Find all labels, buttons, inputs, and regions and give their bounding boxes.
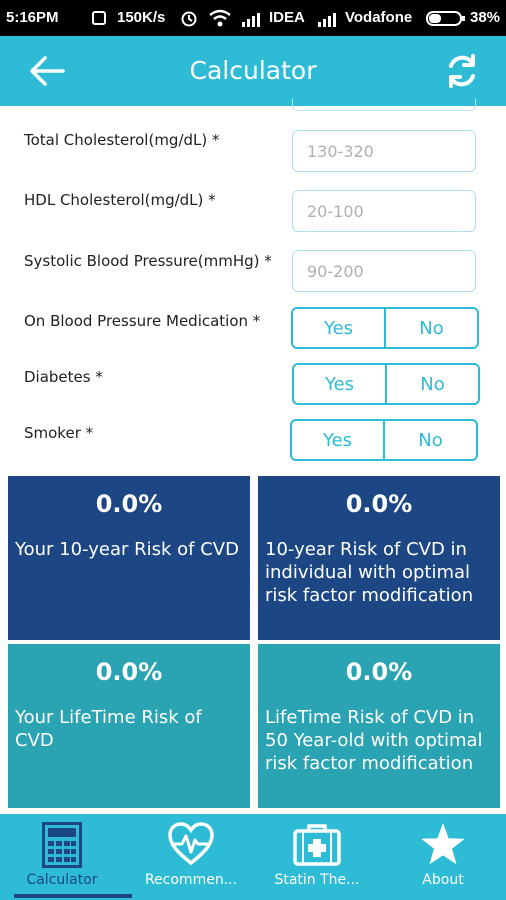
- bp-medication-yes-button[interactable]: Yes: [323, 317, 354, 339]
- status-carrier-1: IDEA: [269, 9, 305, 26]
- result-description: Your LifeTime Risk of CVD: [15, 707, 202, 751]
- battery-icon: [426, 11, 466, 30]
- diabetes-no-button[interactable]: No: [385, 365, 478, 403]
- smoker-yes-button[interactable]: Yes: [322, 429, 353, 451]
- diabetes-toggle: Yes No: [292, 363, 480, 405]
- diabetes-label: Diabetes *: [24, 368, 103, 386]
- result-value: 0.0%: [95, 658, 163, 686]
- systolic-bp-label: Systolic Blood Pressure(mmHg) *: [24, 252, 272, 270]
- status-bar: 5:16PM 150K/s IDEA Vodafone 38%: [0, 0, 506, 36]
- active-tab-indicator: [14, 894, 132, 898]
- star-icon: [421, 823, 465, 865]
- smoker-label: Smoker *: [24, 424, 94, 442]
- status-carrier-2: Vodafone: [345, 9, 413, 26]
- nav-label: Recommen...: [144, 872, 238, 888]
- bp-medication-toggle: Yes No: [291, 307, 479, 349]
- result-tile-lifetime-optimal: 0.0% LifeTime Risk of CVD in 50 Year-old…: [258, 644, 500, 808]
- status-time: 5:16PM: [6, 9, 59, 26]
- nav-item-about[interactable]: About: [388, 814, 498, 900]
- result-value: 0.0%: [345, 658, 413, 686]
- calculator-icon: [42, 822, 82, 868]
- systolic-bp-input[interactable]: [292, 250, 476, 292]
- hdl-cholesterol-label: HDL Cholesterol(mg/dL) *: [24, 191, 216, 209]
- wifi-icon: [208, 9, 232, 31]
- result-tile-lifetime-risk: 0.0% Your LifeTime Risk of CVD: [8, 644, 250, 808]
- bottom-navigation: Calculator Recommen... Statin The... Abo…: [0, 814, 506, 900]
- result-value: 0.0%: [345, 490, 413, 518]
- heart-pulse-icon: [168, 822, 214, 866]
- result-tile-10yr-risk: 0.0% Your 10-year Risk of CVD: [8, 476, 250, 640]
- bp-medication-no-button[interactable]: No: [384, 309, 477, 347]
- total-cholesterol-label: Total Cholesterol(mg/dL) *: [24, 131, 220, 149]
- nav-item-recommendations[interactable]: Recommen...: [136, 814, 246, 900]
- medical-kit-icon: [293, 824, 341, 866]
- smoker-toggle: Yes No: [290, 419, 478, 461]
- partial-input-field[interactable]: [292, 99, 476, 111]
- signal-icon: [318, 11, 340, 31]
- bp-medication-label: On Blood Pressure Medication *: [24, 312, 261, 330]
- hdl-cholesterol-input[interactable]: [292, 190, 476, 232]
- nav-item-calculator[interactable]: Calculator: [0, 814, 124, 900]
- status-speed: 150K/s: [117, 9, 166, 26]
- page-title: Calculator: [189, 56, 317, 85]
- diabetes-yes-button[interactable]: Yes: [324, 373, 355, 395]
- total-cholesterol-input[interactable]: [292, 130, 476, 172]
- alarm-icon: [180, 9, 198, 31]
- nav-label: About: [422, 872, 464, 888]
- result-value: 0.0%: [95, 490, 163, 518]
- signal-icon: [242, 11, 264, 31]
- notification-icon: [92, 11, 106, 29]
- refresh-icon[interactable]: [443, 52, 481, 90]
- smoker-no-button[interactable]: No: [383, 421, 476, 459]
- nav-label: Calculator: [26, 872, 98, 888]
- result-description: LifeTime Risk of CVD in 50 Year-old with…: [265, 707, 483, 774]
- nav-item-statin-therapy[interactable]: Statin The...: [262, 814, 372, 900]
- arrow-left-icon[interactable]: [27, 54, 67, 88]
- nav-label: Statin The...: [274, 872, 360, 888]
- result-description: 10-year Risk of CVD in individual with o…: [265, 539, 474, 606]
- status-battery: 38%: [470, 9, 501, 26]
- app-bar: Calculator: [0, 36, 506, 106]
- result-description: Your 10-year Risk of CVD: [15, 539, 239, 560]
- result-tile-10yr-optimal: 0.0% 10-year Risk of CVD in individual w…: [258, 476, 500, 640]
